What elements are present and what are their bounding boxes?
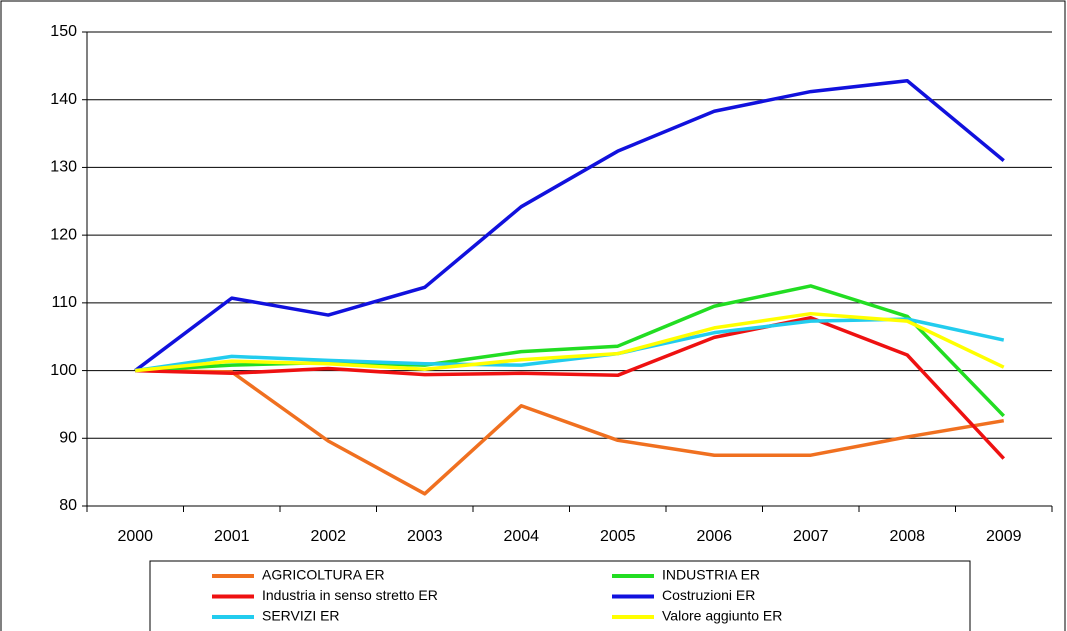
- legend-label: AGRICOLTURA ER: [262, 567, 385, 583]
- legend-label: Costruzioni ER: [662, 587, 755, 603]
- y-tick-label: 150: [50, 23, 77, 40]
- legend: AGRICOLTURA ER INDUSTRIA ER Industria in s…: [212, 567, 782, 624]
- x-tick-label: 2004: [503, 528, 539, 545]
- series-line: [135, 316, 1006, 460]
- series-line: [134, 317, 1005, 373]
- x-tick-label: 2002: [310, 528, 346, 545]
- x-tick-label: 2007: [793, 528, 829, 545]
- legend-box: [149, 560, 971, 631]
- x-tick-label: 2008: [889, 528, 925, 545]
- legend-label: INDUSTRIA ER: [662, 567, 760, 583]
- y-tick-label: 90: [59, 430, 77, 447]
- y-tick-label: 120: [50, 226, 77, 243]
- y-tick-label: 80: [59, 497, 77, 514]
- series-line: [134, 79, 1005, 372]
- series-line: [135, 368, 1005, 496]
- legend-label: Industria in senso stretto ER: [262, 587, 438, 603]
- legend-label: SERVIZI ER: [262, 608, 340, 624]
- series-line: [135, 311, 1005, 373]
- x-tick-label: 2005: [600, 528, 636, 545]
- y-tick-label: 140: [50, 91, 77, 108]
- y-tick-label: 130: [50, 159, 77, 176]
- legend-label: Valore aggiunto ER: [662, 608, 782, 624]
- y-tick-label: 100: [50, 362, 77, 379]
- x-tick-label: 2001: [214, 528, 250, 545]
- x-tick-label: 2006: [696, 528, 732, 545]
- y-tick-label: 110: [51, 294, 77, 311]
- x-tick-label: 2003: [407, 528, 443, 545]
- x-tick-label: 2009: [986, 528, 1022, 545]
- x-tick-label: 2000: [117, 528, 153, 545]
